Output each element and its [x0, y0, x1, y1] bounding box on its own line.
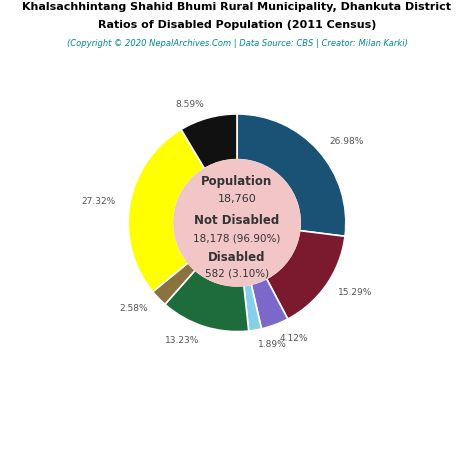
Text: Ratios of Disabled Population (2011 Census): Ratios of Disabled Population (2011 Cens…: [98, 20, 376, 30]
Text: (Copyright © 2020 NepalArchives.Com | Data Source: CBS | Creator: Milan Karki): (Copyright © 2020 NepalArchives.Com | Da…: [66, 39, 408, 48]
Text: 15.29%: 15.29%: [338, 288, 373, 297]
Text: 582 (3.10%): 582 (3.10%): [205, 269, 269, 279]
Text: Khalsachhintang Shahid Bhumi Rural Municipality, Dhankuta District: Khalsachhintang Shahid Bhumi Rural Munic…: [22, 2, 452, 12]
Text: 1.89%: 1.89%: [257, 339, 286, 348]
Text: Disabled: Disabled: [208, 251, 266, 264]
Wedge shape: [251, 279, 288, 329]
Text: 18,178 (96.90%): 18,178 (96.90%): [193, 233, 281, 243]
Text: Population: Population: [201, 175, 273, 188]
Wedge shape: [266, 231, 345, 319]
Text: 13.23%: 13.23%: [165, 336, 200, 345]
Text: 4.12%: 4.12%: [280, 334, 309, 343]
Text: 8.59%: 8.59%: [175, 100, 204, 109]
Text: Not Disabled: Not Disabled: [194, 214, 280, 227]
Text: 18,760: 18,760: [218, 194, 256, 204]
Wedge shape: [244, 284, 262, 331]
Wedge shape: [181, 114, 237, 169]
Text: 2.58%: 2.58%: [120, 303, 148, 312]
Text: 27.32%: 27.32%: [82, 197, 116, 206]
Circle shape: [174, 160, 300, 286]
Text: 26.98%: 26.98%: [329, 137, 364, 146]
Wedge shape: [165, 270, 249, 332]
Wedge shape: [128, 129, 205, 292]
Wedge shape: [153, 263, 195, 304]
Wedge shape: [237, 114, 346, 236]
